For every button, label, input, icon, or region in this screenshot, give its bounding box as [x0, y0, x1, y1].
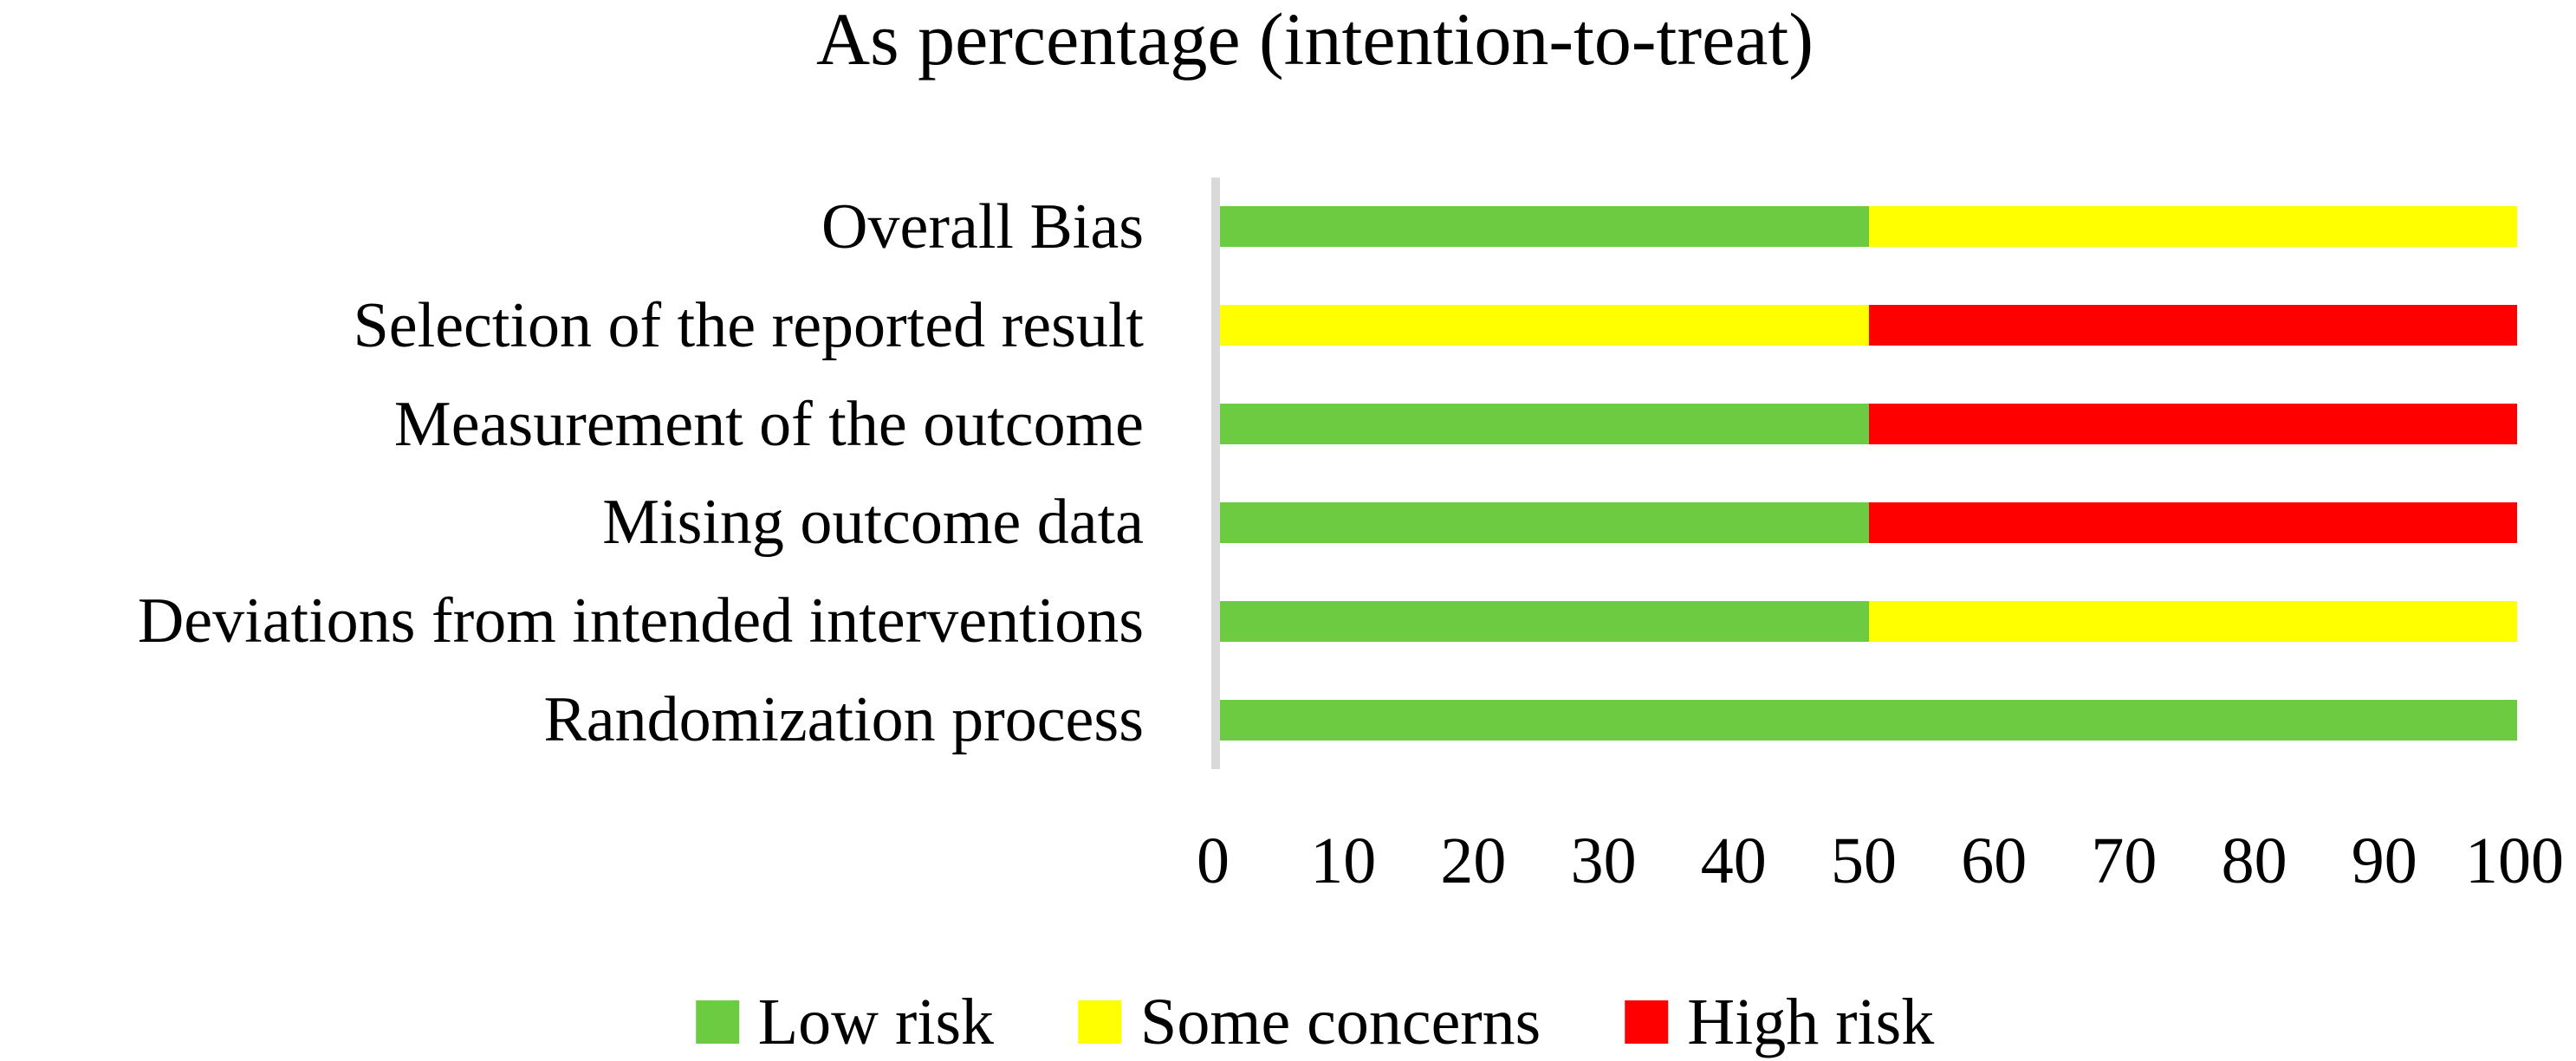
bar-segment: [1868, 206, 2517, 248]
chart-title: As percentage (intention-to-treat): [816, 0, 1814, 81]
category-label: Randomization process: [543, 684, 1144, 756]
x-axis-tick-label: 80: [2221, 825, 2287, 897]
legend-swatch-icon: [695, 1000, 739, 1044]
legend-item: Low risk: [695, 986, 995, 1058]
x-axis-tick-label: 0: [1197, 825, 1230, 897]
x-axis-tick-label: 40: [1700, 825, 1767, 897]
bar-segment: [1868, 305, 2517, 346]
legend-label: Low risk: [757, 986, 995, 1058]
bar-segment: [1220, 600, 1869, 642]
x-axis-tick-label: 100: [2465, 825, 2564, 897]
chart-legend: Low risk Some concerns High risk: [695, 986, 1934, 1058]
x-axis-tick-label: 90: [2351, 825, 2417, 897]
legend-swatch-icon: [1625, 1000, 1669, 1044]
bar-segment: [1220, 699, 2517, 741]
x-axis-tick-label: 60: [1961, 825, 2028, 897]
x-axis-tick-label: 70: [2091, 825, 2157, 897]
bar-segment: [1868, 600, 2517, 642]
bar-segment: [1220, 501, 1869, 543]
bar-segment: [1868, 501, 2517, 543]
category-label: Mising outcome data: [602, 487, 1144, 559]
category-label: Overall Bias: [821, 191, 1144, 262]
legend-item: High risk: [1625, 987, 1934, 1057]
category-label: Measurement of the outcome: [393, 388, 1144, 460]
legend-swatch-icon: [1078, 1000, 1122, 1044]
x-axis-tick-label: 10: [1310, 825, 1377, 897]
x-axis-tick-label: 50: [1831, 825, 1897, 897]
category-label: Selection of the reported result: [353, 289, 1144, 361]
legend-item: Some concerns: [1078, 987, 1541, 1057]
bar-segment: [1868, 404, 2517, 445]
legend-label: High risk: [1687, 986, 1935, 1058]
x-axis-tick-label: 20: [1440, 825, 1507, 897]
bar-segment: [1220, 206, 1869, 248]
value-axis-line: [1211, 178, 1220, 769]
category-label: Deviations from intended interventions: [137, 585, 1144, 657]
bar-segment: [1220, 404, 1869, 445]
legend-label: Some concerns: [1140, 986, 1541, 1058]
x-axis-tick-label: 30: [1570, 825, 1637, 897]
bar-segment: [1220, 305, 1869, 346]
